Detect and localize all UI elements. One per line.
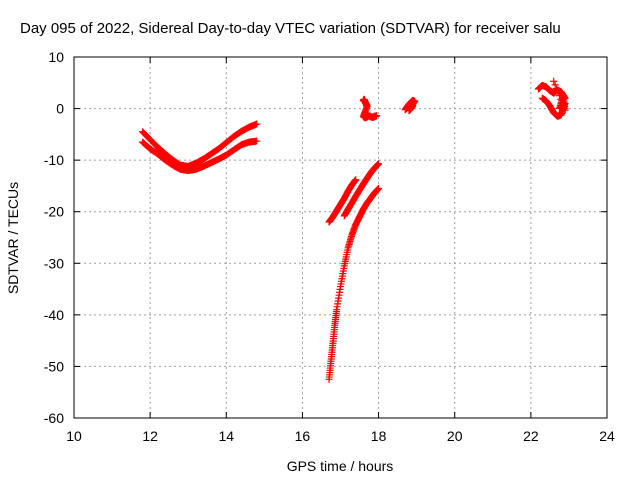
y-tick-labels: 10 0 -10 -20 -30 -40 -50 -60 <box>44 49 64 426</box>
x-axis-label: GPS time / hours <box>287 458 394 474</box>
x-tick-label: 20 <box>447 428 463 444</box>
y-tick-label: -40 <box>44 307 64 323</box>
data-point <box>560 103 568 111</box>
data-point <box>550 77 558 85</box>
series-cluster-22-5h <box>534 77 569 120</box>
chart-title: Day 095 of 2022, Sidereal Day-to-day VTE… <box>20 20 561 37</box>
x-tick-label: 16 <box>295 428 311 444</box>
data-point <box>253 137 261 145</box>
data-point <box>409 101 417 109</box>
data-point <box>551 81 559 89</box>
y-tick-label: -50 <box>44 358 64 374</box>
axis-ticks <box>73 56 608 419</box>
y-tick-label: -20 <box>44 204 64 220</box>
data-point <box>558 99 566 107</box>
y-tick-label: -60 <box>44 410 64 426</box>
x-tick-label: 24 <box>599 428 615 444</box>
series-arc-17h-a <box>325 176 360 226</box>
data-point <box>561 106 569 114</box>
grid-lines <box>73 56 608 419</box>
y-tick-label: -10 <box>44 152 64 168</box>
x-tick-label: 18 <box>371 428 387 444</box>
y-tick-label: 10 <box>48 49 64 65</box>
data-point <box>554 88 562 96</box>
data-points <box>139 77 569 383</box>
data-point <box>555 92 563 100</box>
data-point <box>373 112 381 120</box>
data-point <box>557 95 565 103</box>
data-point <box>553 84 561 92</box>
x-tick-label: 14 <box>218 428 234 444</box>
y-tick-label: -30 <box>44 255 64 271</box>
series-cluster-17-7h <box>359 95 381 122</box>
x-tick-label: 12 <box>142 428 158 444</box>
data-point <box>375 185 383 193</box>
data-point <box>375 160 383 168</box>
x-tick-labels: 10 12 14 16 18 20 22 24 <box>66 428 615 444</box>
series-cluster-18-8h <box>401 96 419 115</box>
x-tick-label: 10 <box>66 428 82 444</box>
y-axis-label: SDTVAR / TECUs <box>5 182 21 294</box>
x-tick-label: 22 <box>523 428 539 444</box>
series-arc-17h-steep <box>325 185 383 383</box>
data-point <box>253 120 261 128</box>
series-arc-12h-upper <box>139 120 261 170</box>
plot-frame <box>73 56 608 419</box>
data-point <box>352 176 360 184</box>
y-tick-label: 0 <box>56 101 64 117</box>
series-arc-17h-b <box>340 160 383 220</box>
